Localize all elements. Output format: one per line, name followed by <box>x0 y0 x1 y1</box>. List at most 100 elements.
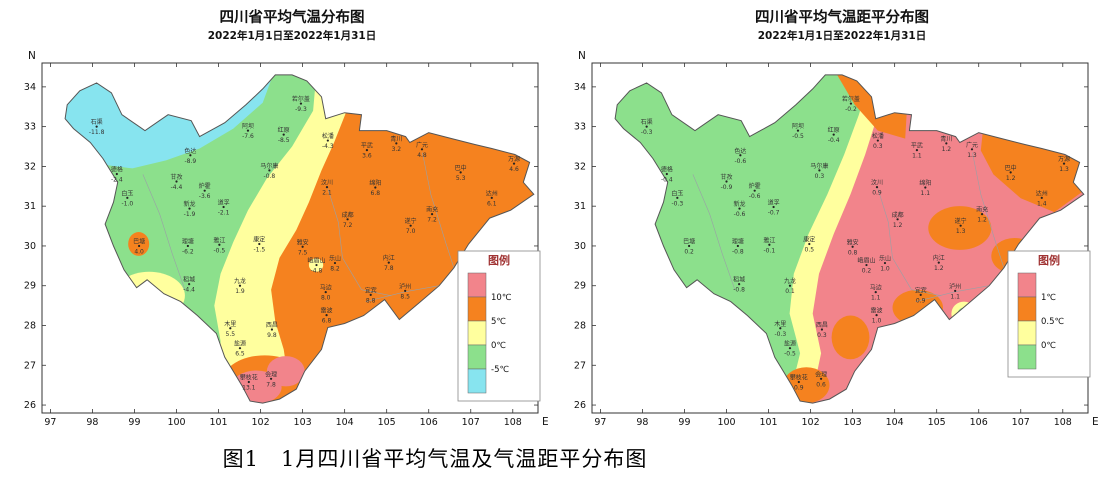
station-value: -0.1 <box>764 247 776 254</box>
legend-label: 10℃ <box>491 293 512 303</box>
station-dot <box>404 289 407 292</box>
lon-tick-label: 107 <box>462 417 480 428</box>
province-border <box>614 74 1085 404</box>
station-dot <box>282 133 285 136</box>
station-name: 内江 <box>383 254 395 262</box>
station-value: 1.4 <box>1037 200 1047 207</box>
station-dot <box>820 328 824 331</box>
axis-frame <box>41 62 539 414</box>
station-dot <box>954 289 957 292</box>
station-dot <box>299 102 303 105</box>
station-value: 9.8 <box>267 332 277 339</box>
station-name: 甘孜 <box>721 173 733 181</box>
station-value: -0.5 <box>792 133 804 140</box>
lon-tick-label: 105 <box>928 417 946 428</box>
legend-swatch <box>1017 296 1037 322</box>
legend-title: 图例 <box>488 253 510 267</box>
station-value: 0.6 <box>816 381 826 388</box>
lon-tick-label: 100 <box>717 417 735 428</box>
station-dot <box>315 263 318 267</box>
station-name: 绵阳 <box>369 179 381 187</box>
station-value: 0.5 <box>805 246 815 253</box>
station-dot <box>738 207 741 210</box>
station-dot <box>768 243 771 246</box>
station-dot <box>665 172 668 176</box>
station-name: 巴中 <box>455 164 467 172</box>
station-value: 1.2 <box>1006 175 1016 182</box>
station-name: 色达 <box>184 147 196 155</box>
station-value: -2.4 <box>111 176 123 183</box>
station-dot <box>395 142 398 145</box>
lon-tick-label: 107 <box>1012 417 1030 428</box>
lat-tick-label: 30 <box>24 241 36 252</box>
station-value: 5.5 <box>226 331 236 338</box>
station-value: 1.3 <box>967 152 977 159</box>
province-border <box>64 74 535 404</box>
station-name: 稻城 <box>183 276 195 284</box>
station-dot <box>796 129 800 132</box>
station-dot <box>430 213 434 216</box>
station-dot <box>374 186 377 189</box>
avg-temp-map: 97 98 99 100 101 102 103 104 105 106 107 108 26 27 28 2… <box>24 50 549 428</box>
station-value: -0.9 <box>721 184 733 191</box>
station-name: 泸州 <box>399 282 411 290</box>
station-value: 4.0 <box>134 248 144 255</box>
east-axis-label: E <box>542 416 549 428</box>
station-value: 1.0 <box>872 318 882 325</box>
lat-tick-label: 33 <box>574 122 586 133</box>
station-value: 1.1 <box>950 293 960 300</box>
station-value: 6.5 <box>235 351 245 358</box>
station-value: 6.1 <box>487 200 497 207</box>
station-value: -0.8 <box>264 173 276 180</box>
station-name: 白玉 <box>121 189 133 197</box>
station-name: 内江 <box>933 254 945 262</box>
station-name: 广元 <box>966 141 978 149</box>
lon-tick-label: 102 <box>252 417 270 428</box>
station-dot <box>95 125 98 128</box>
station-name: 松潘 <box>322 132 334 140</box>
lat-tick-label: 29 <box>574 281 586 292</box>
lat-tick-label: 32 <box>24 161 36 172</box>
station-dot <box>333 261 337 265</box>
lon-tick-label: 108 <box>1054 417 1072 428</box>
maps-row: 四川省平均气温分布图 2022年1月1日至2022年1月31日 97 98 99 10… <box>0 0 1099 433</box>
station-value: 1.2 <box>942 146 952 153</box>
station-dot <box>980 213 984 216</box>
station-name: 石渠 <box>91 118 103 126</box>
station-value: -0.7 <box>768 209 780 216</box>
station-name: 色达 <box>734 147 746 155</box>
station-name: 汶川 <box>321 179 333 187</box>
station-value: 1.0 <box>880 266 890 273</box>
station-dot <box>924 186 927 189</box>
station-value: -0.6 <box>734 211 746 218</box>
station-value: -4.8 <box>311 268 323 275</box>
legend-swatch <box>1017 320 1037 346</box>
lon-tick-label: 101 <box>759 417 777 428</box>
station-name: 雅安 <box>847 238 859 246</box>
station-value: -6.2 <box>182 248 194 255</box>
station-value: 7.2 <box>343 222 353 229</box>
station-dot <box>772 205 775 209</box>
stations: 石渠 -0.3 色达 -0.6 若尔盖 -0.2 红原 -0.4 阿坝 -0.5 松潘 0.3 马尔康 0… <box>641 95 1070 391</box>
station-name: 盐源 <box>784 340 796 348</box>
station-name: 成都 <box>892 211 904 219</box>
station-value: -11.8 <box>89 129 105 136</box>
station-value: 6.8 <box>371 190 381 197</box>
station-value: 3.6 <box>362 153 372 160</box>
station-name: 平武 <box>361 142 373 150</box>
station-dot <box>883 261 887 265</box>
station-dot <box>645 125 648 128</box>
station-dot <box>874 290 877 294</box>
lon-tick-label: 104 <box>336 417 354 428</box>
panel-avg-temp: 四川省平均气温分布图 2022年1月1日至2022年1月31日 97 98 99 10… <box>0 0 550 433</box>
station-value: -8.9 <box>185 158 197 165</box>
lon-tick-label: 98 <box>86 417 98 428</box>
station-value: 2.1 <box>322 190 332 197</box>
station-name: 遂宁 <box>405 217 417 225</box>
station-dot <box>115 172 118 176</box>
axis-frame <box>591 62 1089 414</box>
station-value: -0.6 <box>749 193 761 200</box>
station-name: 雷波 <box>321 307 333 315</box>
station-value: -0.3 <box>774 331 786 338</box>
station-dot <box>247 380 250 384</box>
